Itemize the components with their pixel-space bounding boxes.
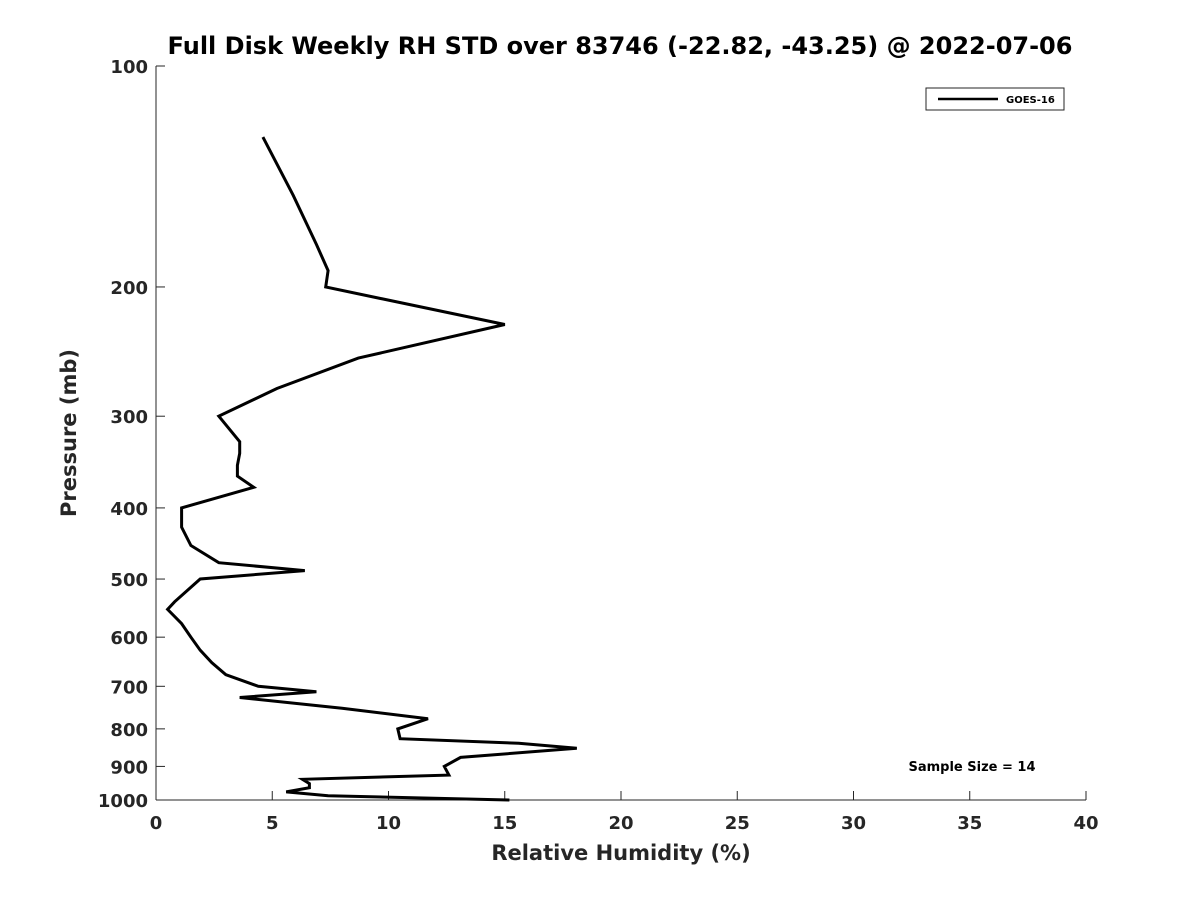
- y-tick-label: 400: [110, 499, 148, 520]
- x-tick-label: 10: [376, 813, 401, 834]
- x-tick-label: 0: [150, 813, 163, 834]
- y-tick-label: 200: [110, 278, 148, 299]
- y-tick-label: 300: [110, 407, 148, 428]
- x-tick-label: 5: [266, 813, 279, 834]
- y-tick-label: 100: [110, 57, 148, 78]
- y-axis-label: Pressure (mb): [57, 349, 81, 517]
- y-tick-label: 700: [110, 677, 148, 698]
- x-tick-label: 20: [608, 813, 633, 834]
- legend: GOES-16: [925, 87, 1065, 111]
- y-tick-label: 600: [110, 628, 148, 649]
- y-tick-label: 1000: [98, 791, 148, 812]
- legend-label-goes-16: GOES-16: [1006, 95, 1055, 106]
- x-tick-label: 40: [1073, 813, 1098, 834]
- x-ticks: 0 5 10 15 20 25 30 35 40: [150, 791, 1099, 834]
- x-tick-label: 35: [957, 813, 982, 834]
- y-tick-label: 900: [110, 757, 148, 778]
- y-tick-label: 500: [110, 570, 148, 591]
- x-axis-label: Relative Humidity (%): [491, 841, 750, 865]
- y-ticks: 100 200 300 400 500 600 700 800 900 1000: [98, 57, 165, 812]
- series-line-goes-16: [165, 136, 577, 802]
- sample-size-annotation: Sample Size = 14: [908, 760, 1035, 775]
- x-tick-label: 25: [725, 813, 750, 834]
- x-tick-label: 15: [492, 813, 517, 834]
- y-tick-label: 800: [110, 720, 148, 741]
- chart-title: Full Disk Weekly RH STD over 83746 (-22.…: [168, 32, 1073, 60]
- series-layer: [165, 136, 577, 802]
- x-tick-label: 30: [841, 813, 866, 834]
